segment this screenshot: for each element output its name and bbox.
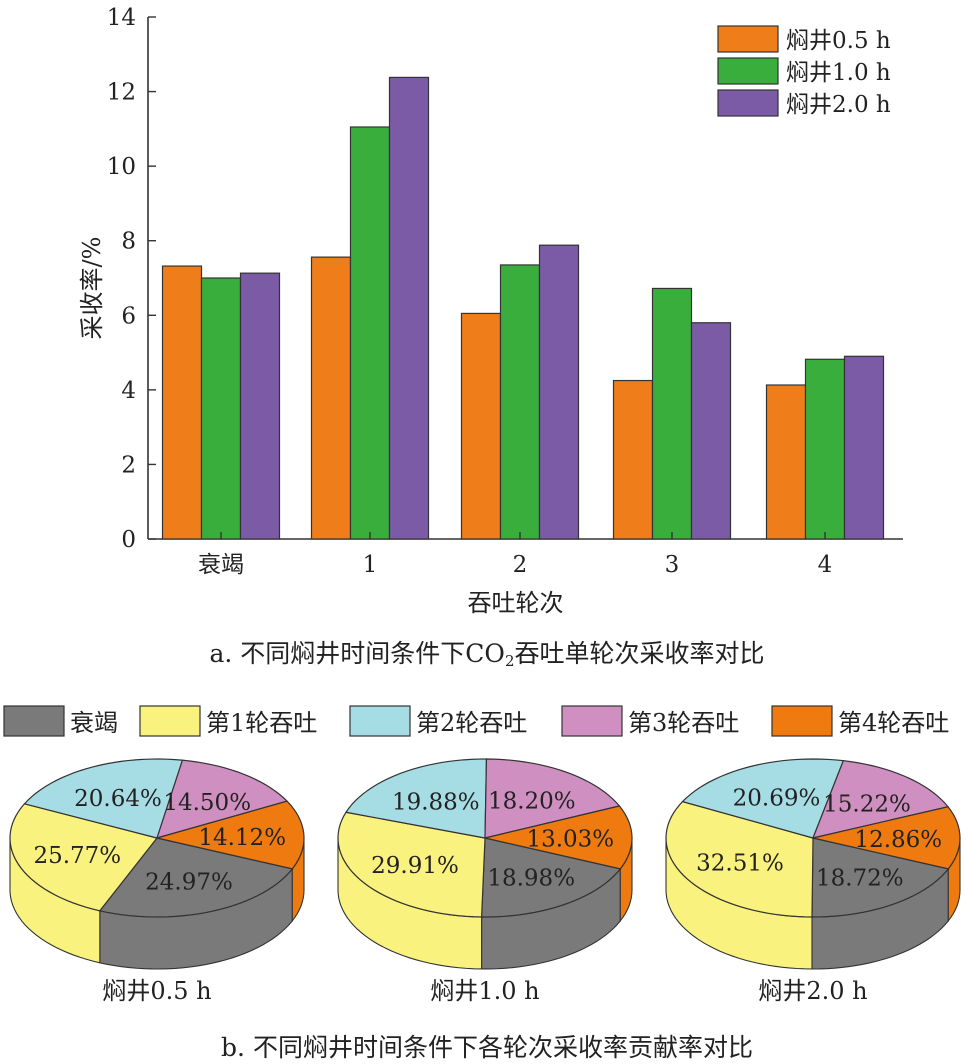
pie-label: 焖井2.0 h	[758, 977, 867, 1005]
pie-value-label: 24.97%	[145, 870, 233, 896]
y-tick-label: 12	[107, 80, 136, 106]
legend-swatch	[717, 25, 779, 53]
bar	[690, 322, 732, 540]
pie-chart: 24.97% 25.77% 20.64% 14.50% 14.12% 焖井0.5 h	[9, 758, 305, 1005]
legend-swatch	[3, 705, 65, 737]
legend-swatch	[561, 705, 623, 737]
y-axis-title: 采收率/%	[78, 237, 106, 340]
pie-legend: 衰竭 第1轮吞吐 第2轮吞吐 第3轮吞吐 第4轮吞吐	[3, 705, 949, 737]
legend-label: 第4轮吞吐	[838, 709, 949, 737]
legend-label: 第1轮吞吐	[206, 709, 317, 737]
pie-value-label: 14.12%	[198, 825, 286, 851]
caption-b: b. 不同焖井时间条件下各轮次采收率贡献率对比	[221, 1033, 753, 1062]
pie-label: 焖井0.5 h	[102, 977, 211, 1005]
pie-value-label: 14.50%	[163, 790, 251, 816]
legend-label: 第3轮吞吐	[628, 709, 739, 737]
bar	[651, 287, 693, 540]
pie-slice	[156, 800, 305, 870]
pie-slice	[156, 759, 289, 839]
pie-value-label: 29.91%	[371, 853, 459, 879]
y-tick-label: 2	[121, 452, 136, 478]
pie-label: 焖井1.0 h	[430, 977, 539, 1005]
pie-value-label: 19.88%	[392, 790, 480, 816]
bar	[804, 358, 846, 540]
pie-slice	[9, 803, 159, 912]
pie-value-label: 18.72%	[816, 865, 904, 891]
bar-legend: 焖井0.5 h 焖井1.0 h 焖井2.0 h	[717, 25, 891, 118]
bar	[538, 244, 580, 540]
pie-slice	[480, 837, 622, 918]
bar	[499, 264, 541, 540]
pie-slice	[23, 758, 184, 839]
legend-label: 焖井1.0 h	[786, 60, 891, 86]
bar	[239, 272, 281, 540]
x-tick-label: 1	[363, 552, 378, 578]
x-tick-label: 3	[665, 552, 680, 578]
bar	[843, 355, 885, 540]
legend-swatch	[771, 705, 833, 737]
pie-value-label: 12.86%	[854, 827, 942, 853]
pie-slice	[484, 758, 621, 839]
pie-value-label: 20.64%	[74, 786, 162, 812]
legend-swatch	[349, 705, 411, 737]
legend-label: 焖井2.0 h	[786, 92, 891, 118]
pie-value-label: 18.20%	[488, 789, 576, 815]
pie-slice	[98, 837, 294, 918]
bar	[310, 256, 352, 540]
caption-a-prefix: a. 不同焖井时间条件下CO	[209, 639, 505, 668]
caption-a: a. 不同焖井时间条件下CO2吞吐单轮次采收率对比	[0, 634, 974, 670]
legend-label: 第2轮吞吐	[416, 709, 527, 737]
bar	[200, 277, 242, 540]
y-tick-label: 14	[107, 5, 136, 31]
legend-swatch	[717, 89, 779, 117]
bar	[388, 76, 430, 540]
pie-chart: 18.72% 32.51% 20.69% 15.22% 12.86% 焖井2.0 h	[665, 758, 961, 1005]
pie-slice	[812, 760, 950, 839]
bar	[161, 265, 203, 540]
pie-value-label: 13.03%	[526, 827, 614, 853]
caption-a-subscript: 2	[504, 652, 515, 670]
bar	[460, 312, 502, 540]
legend-label: 焖井0.5 h	[786, 28, 891, 54]
caption-a-suffix: 吞吐单轮次采收率对比	[514, 639, 765, 668]
pie-slice	[681, 758, 845, 839]
pie-value-label: 18.98%	[487, 866, 575, 892]
pie-slice	[344, 758, 488, 839]
y-tick-label: 10	[107, 154, 136, 180]
legend-swatch	[717, 57, 779, 85]
pie-slice	[811, 837, 950, 918]
y-tick-label: 4	[121, 378, 136, 404]
bar	[612, 379, 654, 540]
y-tick-label: 8	[121, 229, 136, 255]
legend-label: 衰竭	[70, 709, 118, 737]
legend-swatch	[139, 705, 201, 737]
pie-value-label: 20.69%	[733, 786, 821, 812]
x-axis-title: 吞吐轮次	[468, 589, 564, 617]
pie-slice	[812, 806, 961, 870]
y-tick-label: 0	[121, 527, 136, 553]
x-tick-label: 2	[513, 552, 528, 578]
pie-slice	[337, 811, 486, 918]
pie-value-label: 32.51%	[696, 851, 784, 877]
pie-charts: 24.97% 25.77% 20.64% 14.50% 14.12% 焖井0.5 h 18.…	[9, 758, 961, 1005]
x-tick-label: 衰竭	[198, 552, 244, 578]
pie-slice	[665, 800, 814, 918]
bar	[349, 126, 391, 540]
pie-value-label: 25.77%	[33, 843, 121, 869]
pie-slice	[484, 805, 633, 870]
pie-chart: 18.98% 29.91% 19.88% 18.20% 13.03% 焖井1.0 h	[337, 758, 633, 1005]
x-tick-label: 4	[818, 552, 833, 578]
y-tick-label: 6	[121, 303, 136, 329]
bar	[765, 384, 807, 540]
pie-value-label: 15.22%	[823, 792, 911, 818]
